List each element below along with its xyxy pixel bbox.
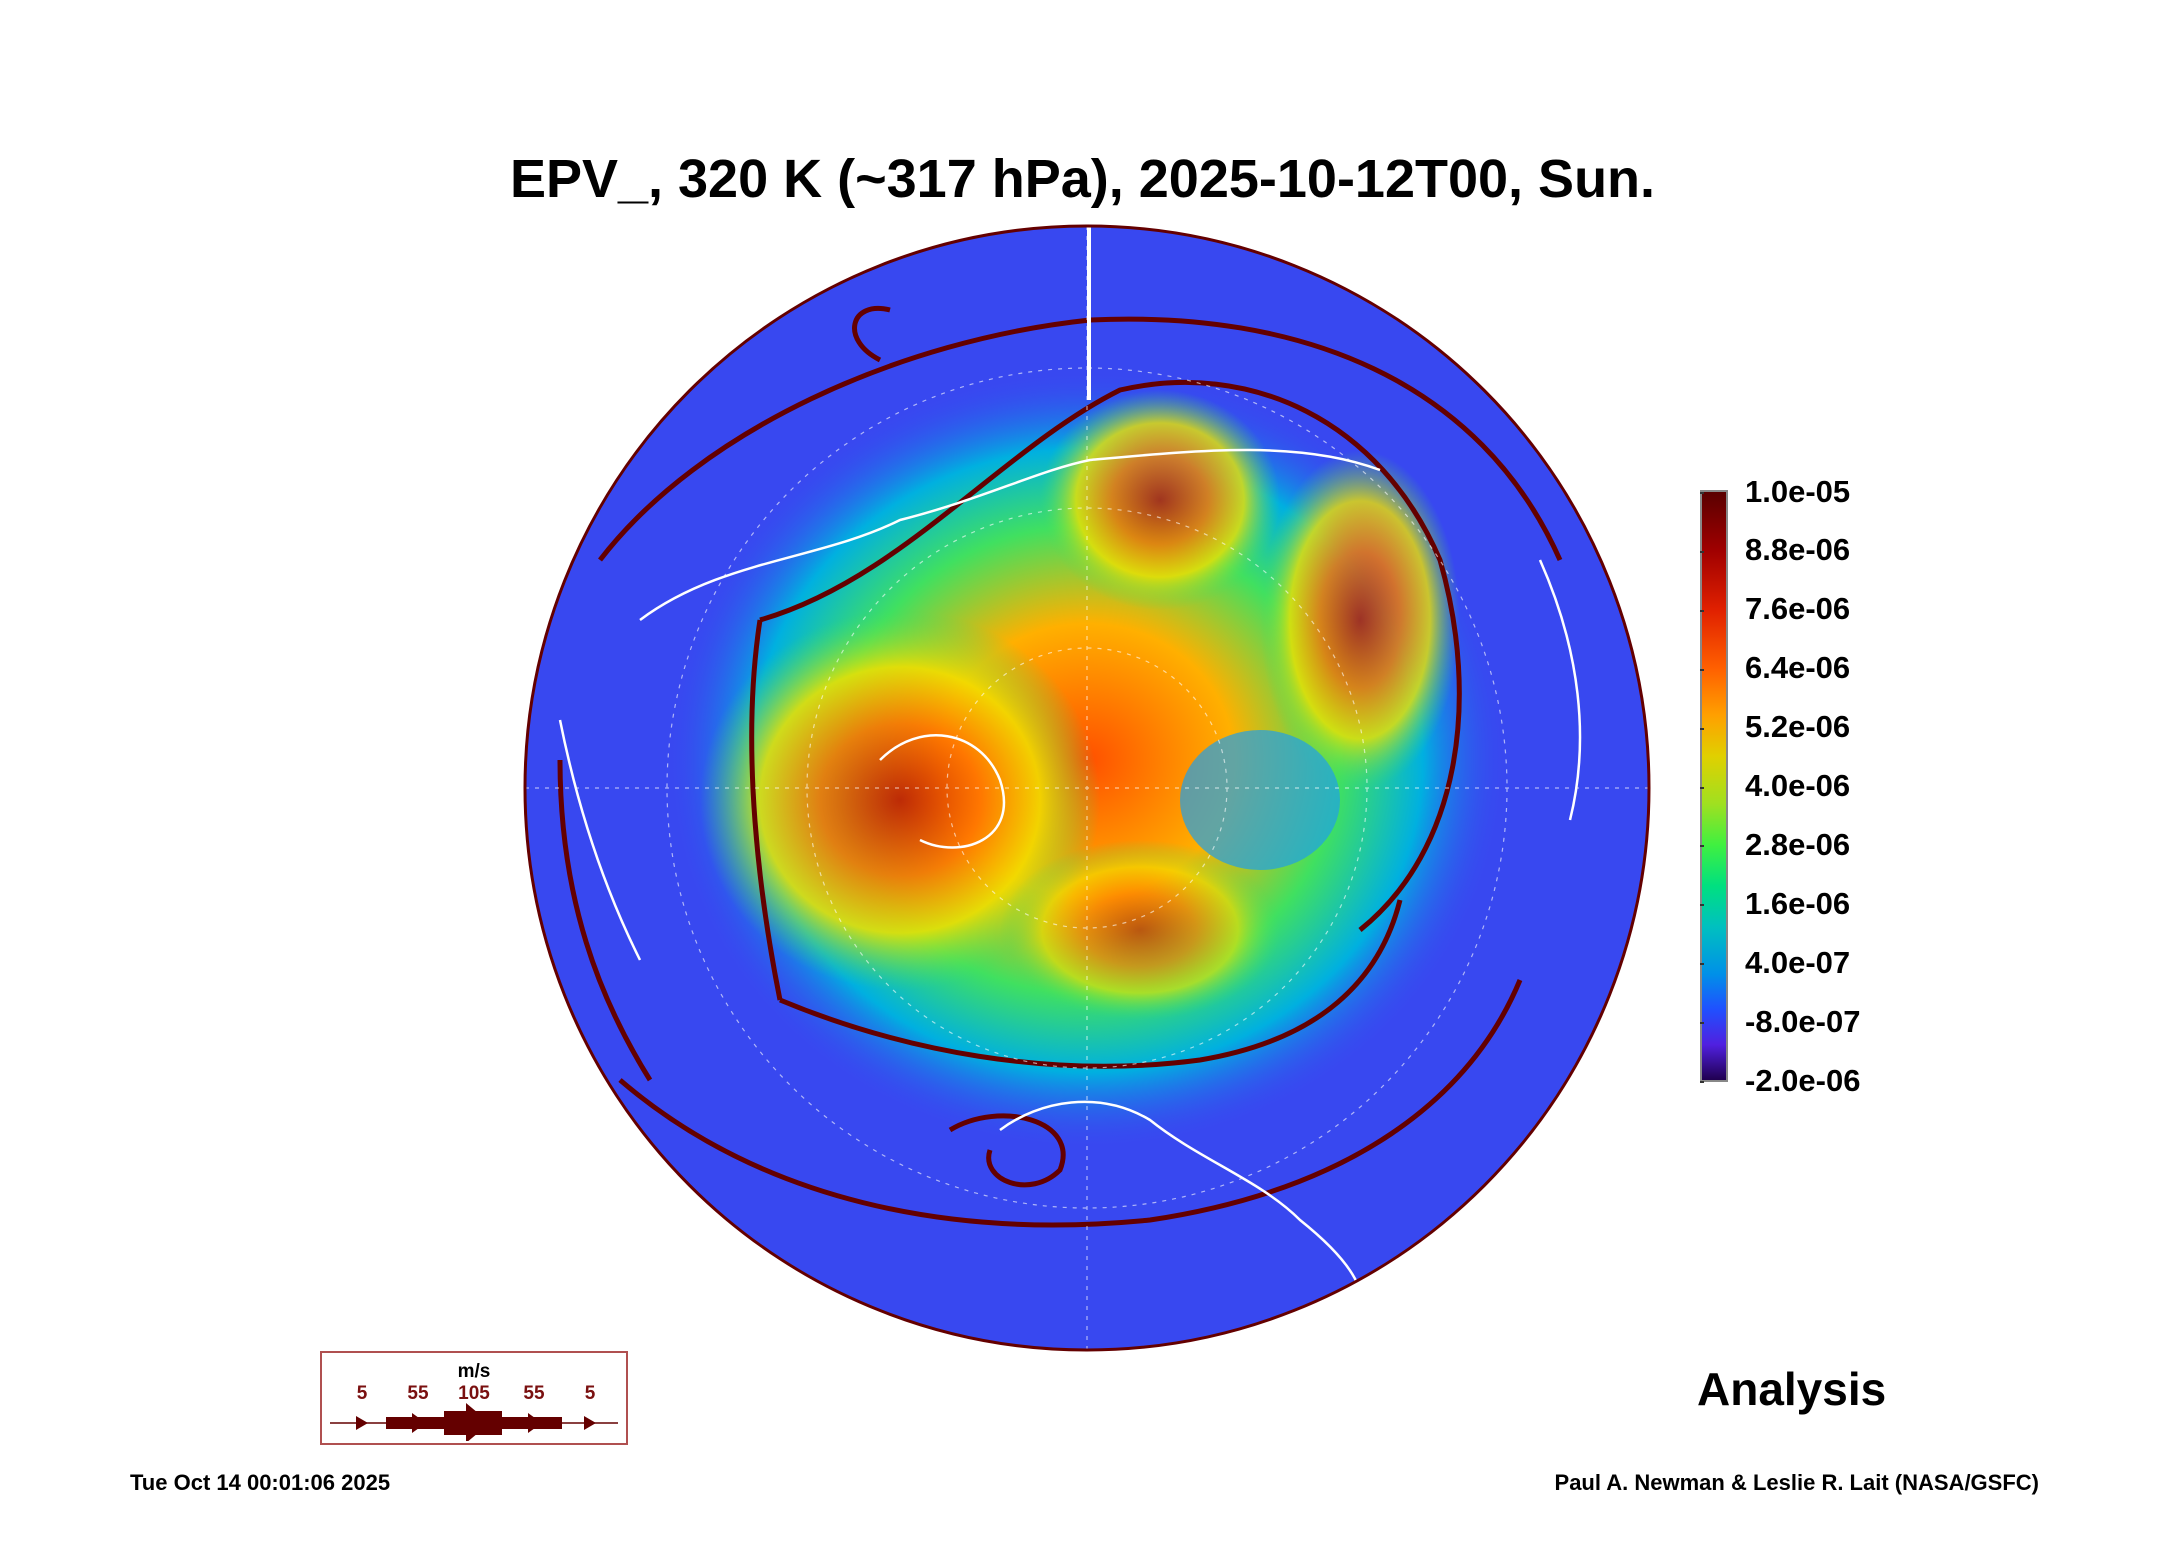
colorbar-tick-label: 4.0e-06 [1745,768,1851,803]
colorbar-tick [1700,609,1704,612]
epv-field [525,226,1649,1350]
colorbar-tick-label: 7.6e-06 [1745,591,1851,626]
coastlines [558,448,1582,1331]
wind-arrow-scale [330,1403,618,1441]
colorbar-tick [1700,550,1704,553]
colorbar-tick [1700,727,1704,730]
wind-legend-label: 5 [584,1383,596,1404]
colorbar-tick-label: 5.2e-06 [1745,709,1851,744]
colorbar-tick [1700,845,1704,848]
colorbar-tick-label: 2.8e-06 [1745,827,1851,862]
graticule [525,226,1649,1350]
colorbar-tick-label: 1.6e-06 [1745,886,1851,921]
colorbar-tick-label: 6.4e-06 [1745,650,1851,685]
wind-legend-label: 105 [458,1383,490,1404]
timestamp: Tue Oct 14 00:01:06 2025 [130,1470,391,1495]
wind-unit-label: m/s [457,1361,491,1382]
analysis-label: Analysis [1697,1363,1887,1415]
colorbar [1700,490,1728,1082]
colorbar-tick-label: -2.0e-06 [1745,1063,1861,1098]
colorbar-tick [1700,904,1704,907]
wind-legend-label: 5 [356,1383,368,1404]
colorbar-tick [1700,492,1704,494]
colorbar-tick-label: 4.0e-07 [1745,945,1851,980]
wind-legend-label: 55 [407,1383,429,1404]
wind-legend-label: 55 [523,1383,545,1404]
colorbar-tick-label: 8.8e-06 [1745,532,1851,567]
colorbar-tick [1700,786,1704,789]
colorbar-tick [1700,1081,1704,1083]
wind-speed-legend: m/s 5 55 105 55 5 [320,1351,628,1445]
colorbar-tick-label: -8.0e-07 [1745,1004,1861,1039]
colorbar-tick [1700,963,1704,966]
chart-title: EPV_, 320 K (~317 hPa), 2025-10-12T00, S… [509,149,1656,209]
colorbar-tick [1700,1022,1704,1025]
colorbar-tick [1700,668,1704,671]
colorbar-tick-label: 1.0e-05 [1745,474,1851,509]
credit: Paul A. Newman & Leslie R. Lait (NASA/GS… [1554,1470,2039,1495]
